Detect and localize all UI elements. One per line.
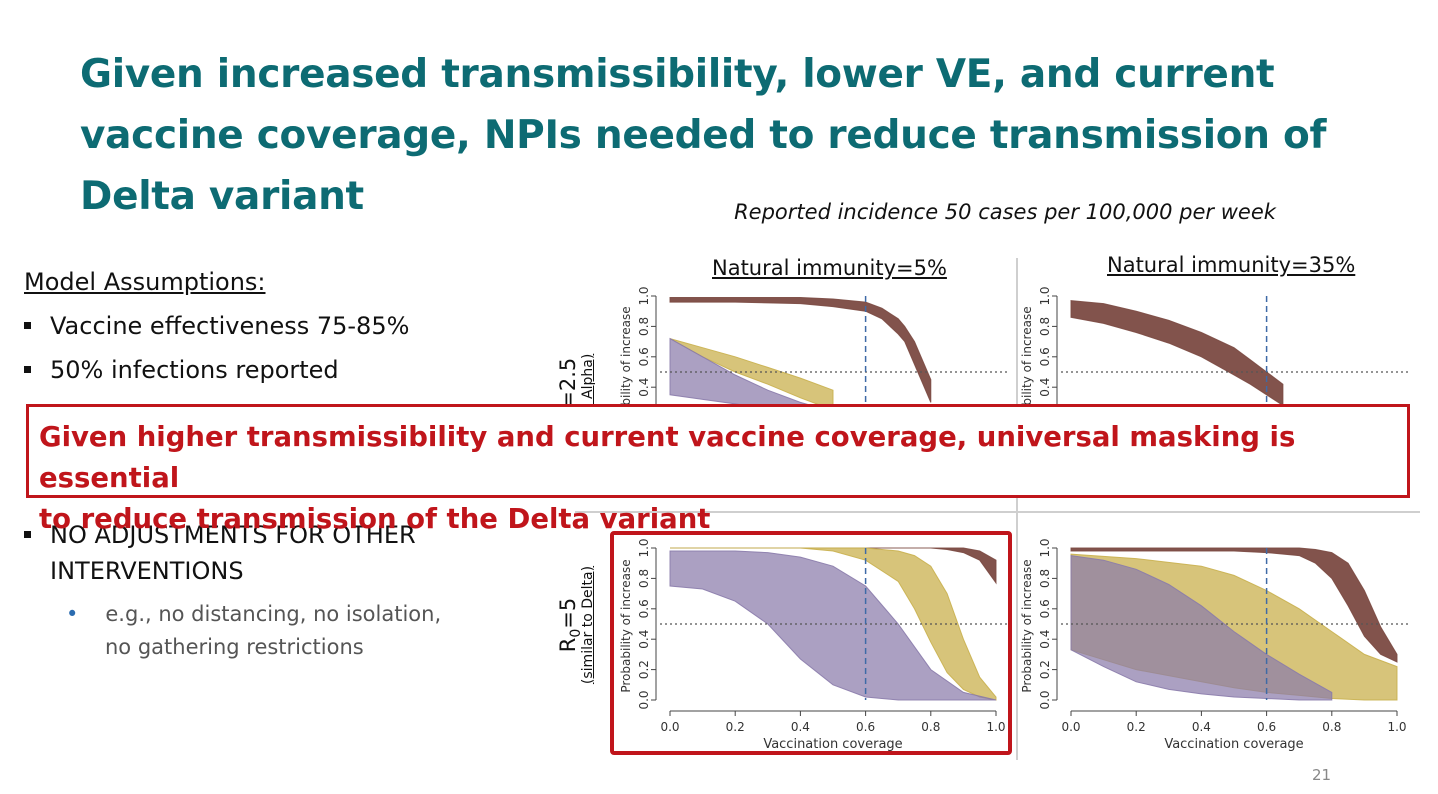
x-tick-label: 0.4 — [1192, 720, 1211, 734]
y-tick-label: 1.0 — [1038, 286, 1052, 305]
y-tick-label: 0.6 — [1038, 599, 1052, 618]
chart-panel: 0.0 0.2 0.4 0.6 0.8 1.0 Probability of increas… — [1020, 538, 1409, 752]
x-tick-label: 0.8 — [1322, 720, 1341, 734]
y-tick-label: 0.8 — [637, 317, 651, 336]
col-title-natural-35: Natural immunity=35% — [1107, 253, 1356, 277]
bullet-text: 50% infections reported — [50, 356, 339, 384]
callout-line-2: to reduce transmission of the Delta vari… — [39, 503, 711, 535]
bullet-text: Vaccine effectiveness 75-85% — [50, 312, 410, 340]
y-tick-label: 0.0 — [1038, 690, 1052, 709]
y-tick-label: 0.6 — [637, 347, 651, 366]
band-brown — [1070, 300, 1284, 404]
slide-title: Given increased transmissibility, lower … — [80, 52, 1327, 219]
sub-bullet: • e.g., no distancing, no isolation, no g… — [66, 598, 441, 664]
y-axis-label: Probability of increase — [1020, 559, 1034, 692]
y-tick-label: 0.8 — [1038, 317, 1052, 336]
bullet-square-icon — [24, 321, 31, 329]
band-gold — [669, 338, 834, 404]
band-gold — [1070, 553, 1398, 701]
row-label-note: (similar to Delta) — [580, 565, 597, 685]
x-axis-label: Vaccination coverage — [1164, 737, 1303, 752]
callout-box: Given higher transmissibility and curren… — [26, 404, 1410, 535]
bullet-square-icon — [24, 530, 31, 538]
bullet-dot-icon: • — [66, 602, 79, 626]
bullet-text-continued: INTERVENTIONS — [50, 557, 244, 585]
y-tick-label: 0.6 — [1038, 347, 1052, 366]
x-tick-label: 0.2 — [1127, 720, 1146, 734]
y-tick-label: 0.4 — [1038, 630, 1052, 649]
bullet-square-icon — [24, 365, 31, 373]
assumptions-heading: Model Assumptions: — [24, 268, 266, 296]
sub-bullet-line-1: e.g., no distancing, no isolation, — [105, 602, 442, 626]
y-tick-label: 0.2 — [1038, 660, 1052, 679]
y-axis-label: bility of increase — [1020, 306, 1034, 405]
sub-bullet-line-2: no gathering restrictions — [105, 635, 364, 659]
row-label-r0-5: R0=5 (similar to Delta) — [556, 550, 596, 700]
chart-subtitle: Reported incidence 50 cases per 100,000 … — [734, 200, 1276, 224]
x-tick-label: 0.0 — [1061, 720, 1080, 734]
y-tick-label: 1.0 — [637, 286, 651, 305]
y-tick-label: 0.4 — [637, 378, 651, 397]
callout-line-1: Given higher transmissibility and curren… — [39, 421, 1296, 494]
bullet-text: NO ADJUSTMENTS FOR OTHER — [50, 521, 416, 549]
y-axis-label: bility of increase — [619, 306, 633, 405]
bullet-item: Vaccine effectiveness 75-85% — [24, 309, 409, 344]
callout-text: Given higher transmissibility and curren… — [39, 417, 1407, 540]
band-purple — [1070, 555, 1333, 701]
x-tick-label: 0.6 — [1257, 720, 1276, 734]
y-tick-label: 1.0 — [1038, 538, 1052, 557]
col-title-natural-5: Natural immunity=5% — [712, 256, 947, 280]
bullet-item: NO ADJUSTMENTS FOR OTHER — [24, 518, 416, 553]
x-tick-label: 1.0 — [1387, 720, 1406, 734]
highlight-box — [610, 531, 1012, 755]
band-brown — [1070, 547, 1398, 663]
y-tick-label: 0.8 — [1038, 569, 1052, 588]
bullet-item: 50% infections reported — [24, 353, 339, 388]
y-tick-label: 0.4 — [1038, 378, 1052, 397]
page-number: 21 — [1312, 766, 1332, 784]
band-brown — [669, 297, 932, 403]
